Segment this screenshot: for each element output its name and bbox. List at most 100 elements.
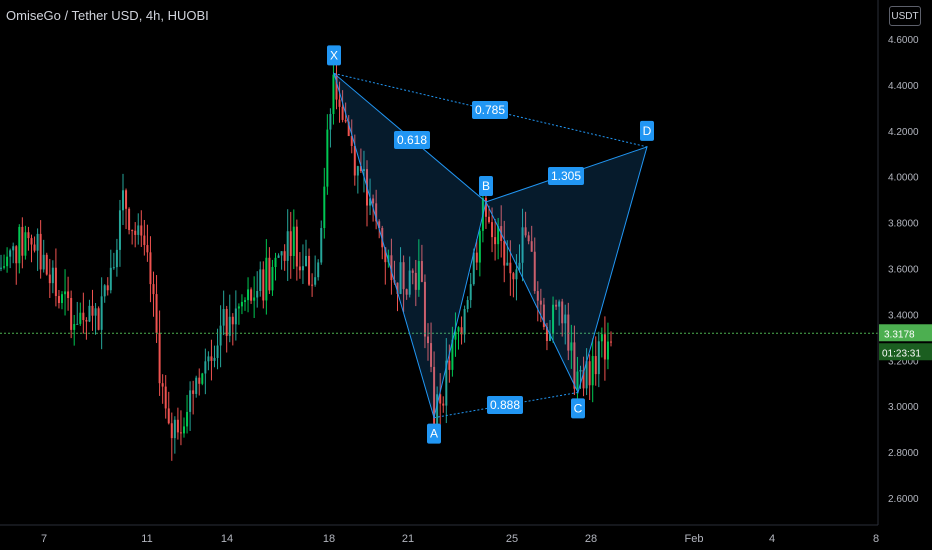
candle-body (588, 361, 591, 386)
candle-body (484, 197, 487, 217)
candle-body (542, 304, 545, 327)
candle-body (186, 411, 189, 427)
candle-body (36, 233, 39, 251)
ratio-label: 0.888 (490, 398, 520, 412)
candle-body (70, 298, 73, 330)
ratio-badge (487, 396, 523, 414)
price-tick-label: 3.4000 (888, 310, 919, 321)
candle-body (494, 237, 497, 245)
candle-body (570, 342, 573, 351)
candle-body (320, 228, 323, 263)
candle-body (396, 282, 399, 294)
candle-body (250, 289, 253, 301)
candle-body (158, 332, 161, 384)
candle-body (369, 198, 372, 206)
candle-body (600, 334, 603, 342)
candle-body (460, 327, 463, 335)
candle-body (445, 360, 448, 406)
candle-body (567, 314, 570, 351)
ratio-badge (548, 167, 584, 185)
candle-body (561, 301, 564, 324)
candle-body (527, 235, 530, 242)
candle-body (219, 325, 222, 346)
candle-body (179, 432, 182, 434)
candle-body (51, 267, 54, 284)
ratio-badge (472, 101, 508, 119)
candle-body (286, 231, 289, 261)
candle-body (515, 269, 518, 280)
candle-body (439, 394, 442, 404)
candle-body (128, 208, 131, 231)
time-tick-label: 21 (402, 533, 414, 545)
candle-body (350, 136, 353, 146)
xab-triangle[interactable] (333, 71, 487, 420)
candle-body (265, 257, 268, 301)
candle-body (610, 341, 612, 343)
candle-body (27, 232, 30, 239)
candle-body (244, 300, 246, 302)
price-tick-label: 2.6000 (888, 494, 919, 505)
candle-body (469, 284, 472, 301)
candle-body (564, 314, 567, 324)
candle-body (9, 250, 12, 257)
candle-body (18, 226, 21, 264)
time-tick-label: 25 (506, 533, 518, 545)
candle-body (582, 369, 585, 389)
candle-body (524, 227, 527, 236)
candle-body (45, 254, 48, 275)
candle-body (606, 341, 609, 360)
price-tick-label: 4.2000 (888, 127, 919, 138)
candle-body (585, 361, 588, 389)
time-tick-label: 28 (585, 533, 597, 545)
candle-body (134, 230, 137, 235)
candle-body (549, 333, 551, 341)
point-label-a: A (430, 427, 438, 441)
candle-body (76, 323, 79, 325)
candle-body (30, 238, 33, 245)
time-tick-label: 4 (769, 533, 775, 545)
price-tick-label: 4.4000 (888, 81, 919, 92)
ratio-label: 0.618 (397, 133, 427, 147)
candle-body (518, 262, 521, 270)
candle-body (430, 343, 433, 367)
candle-body (73, 324, 76, 330)
candle-body (183, 426, 185, 434)
candle-body (33, 244, 36, 251)
candle-body (539, 300, 542, 305)
candle-body (305, 255, 307, 267)
time-tick-label: Feb (685, 533, 704, 545)
candle-body (301, 266, 304, 271)
price-tick-label: 3.6000 (888, 265, 919, 276)
candle-body (378, 221, 381, 228)
candle-body (256, 290, 259, 298)
candle-body (216, 345, 219, 358)
candle-body (390, 255, 393, 281)
candle-body (259, 269, 262, 291)
candle-body (94, 308, 97, 316)
time-tick-label: 8 (873, 533, 879, 545)
candle-body (280, 251, 283, 256)
harmonic-pattern: 0.618 0.785 0.888 1.305 X A B C D (327, 45, 654, 444)
currency-button[interactable]: USDT (889, 6, 921, 26)
candle-body (237, 306, 240, 309)
candle-body (317, 262, 320, 278)
ratio-label: 1.305 (551, 169, 581, 183)
candle-body (420, 261, 423, 282)
price-tick-label: 4.0000 (888, 173, 919, 184)
candle-body (15, 246, 18, 264)
candle-body (533, 251, 536, 292)
candle-body (308, 255, 311, 285)
candle-body (192, 390, 195, 394)
candle-body (228, 316, 231, 336)
candle-body (295, 226, 298, 267)
candle-body (356, 166, 359, 176)
candle-body (198, 377, 201, 384)
candle-body (201, 373, 204, 384)
candle-body (268, 257, 271, 291)
candle-body (405, 289, 408, 295)
candle-body (427, 336, 429, 344)
last-price-label: 3.3178 (884, 329, 915, 340)
candle-body (512, 273, 515, 280)
candle-body (335, 74, 338, 100)
